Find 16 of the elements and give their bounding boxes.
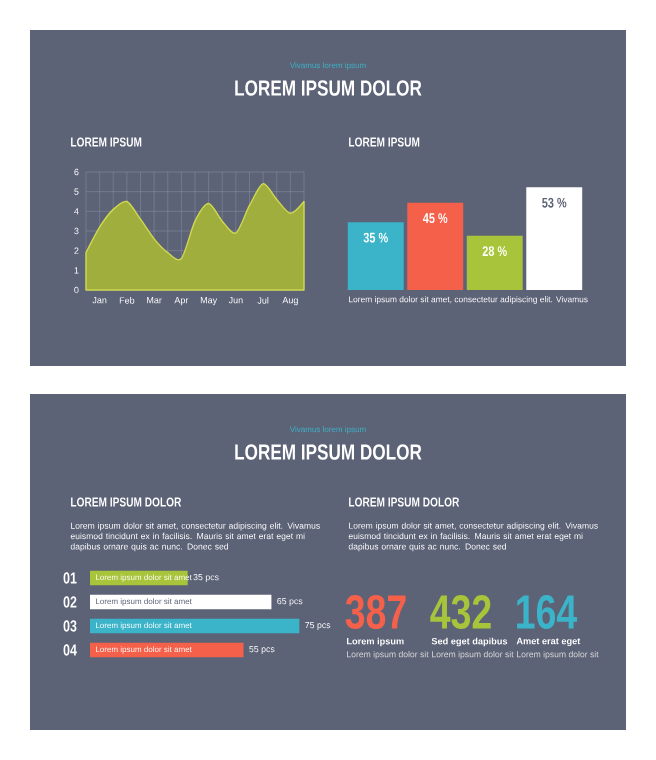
bar: [466, 235, 523, 290]
y-tick-label: 04: [63, 644, 77, 656]
y-tick-label: 01: [63, 572, 77, 584]
bar: [90, 618, 300, 634]
bar: [90, 594, 272, 610]
bar: [526, 187, 583, 290]
text: LOREM IPSUM DOLOR: [235, 80, 422, 96]
bar: [407, 202, 464, 290]
bar: [90, 642, 244, 658]
y-tick-label: 02: [63, 596, 77, 608]
bar: [347, 222, 404, 290]
data-label: 432: [430, 594, 491, 630]
y-tick-label: 03: [63, 620, 77, 632]
data-label: 387: [345, 594, 406, 630]
data-label: 164: [517, 595, 578, 629]
text: LOREM IPSUM DOLOR: [235, 444, 422, 460]
